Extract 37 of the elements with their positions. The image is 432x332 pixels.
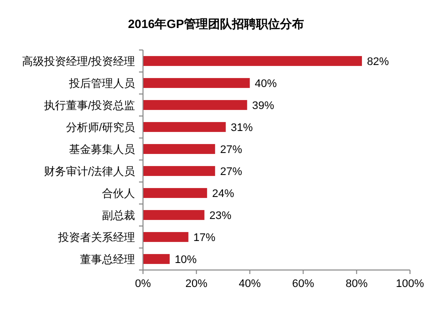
data-label: 27% [220, 144, 242, 156]
x-tick-label: 80% [346, 278, 368, 290]
x-tick-label: 100% [396, 278, 424, 290]
x-tick-label: 40% [238, 278, 262, 290]
y-tick-label: 投资者关系经理 [57, 231, 135, 244]
bar [143, 210, 204, 220]
y-tick-label: 基金募集人员 [69, 143, 135, 156]
bar [143, 100, 248, 110]
bar [143, 166, 216, 176]
y-tick-label: 董事总经理 [80, 253, 135, 266]
y-tick-label: 副总裁 [102, 209, 135, 222]
bar [143, 122, 226, 132]
bar [143, 254, 170, 264]
data-label: 23% [209, 210, 232, 222]
x-tick-label: 60% [292, 278, 314, 290]
y-tick-label: 投后管理人员 [68, 77, 135, 90]
data-label: 40% [254, 78, 278, 90]
data-label: 39% [252, 100, 274, 112]
chart-title: 2016年GP管理团队招聘职位分布 [128, 17, 304, 31]
x-tick-label: 20% [185, 278, 208, 290]
bar [143, 78, 250, 88]
y-tick-label: 分析师/研究员 [66, 121, 135, 134]
data-label: 27% [220, 166, 242, 178]
bar [143, 144, 216, 154]
y-tick-label: 高级投资经理/投资经理 [22, 55, 135, 68]
y-tick-label: 合伙人 [102, 187, 135, 200]
data-label: 82% [366, 56, 390, 68]
y-tick-label: 财务审计/法律人员 [44, 165, 135, 178]
data-label: 10% [174, 254, 197, 266]
data-label: 24% [212, 188, 234, 200]
y-tick-label: 执行董事/投资总监 [44, 99, 135, 112]
data-label: 31% [230, 122, 254, 134]
bar [143, 56, 362, 66]
data-label: 17% [193, 232, 216, 244]
bar [143, 188, 208, 198]
bar [143, 232, 188, 242]
x-tick-label: 0% [135, 278, 152, 290]
